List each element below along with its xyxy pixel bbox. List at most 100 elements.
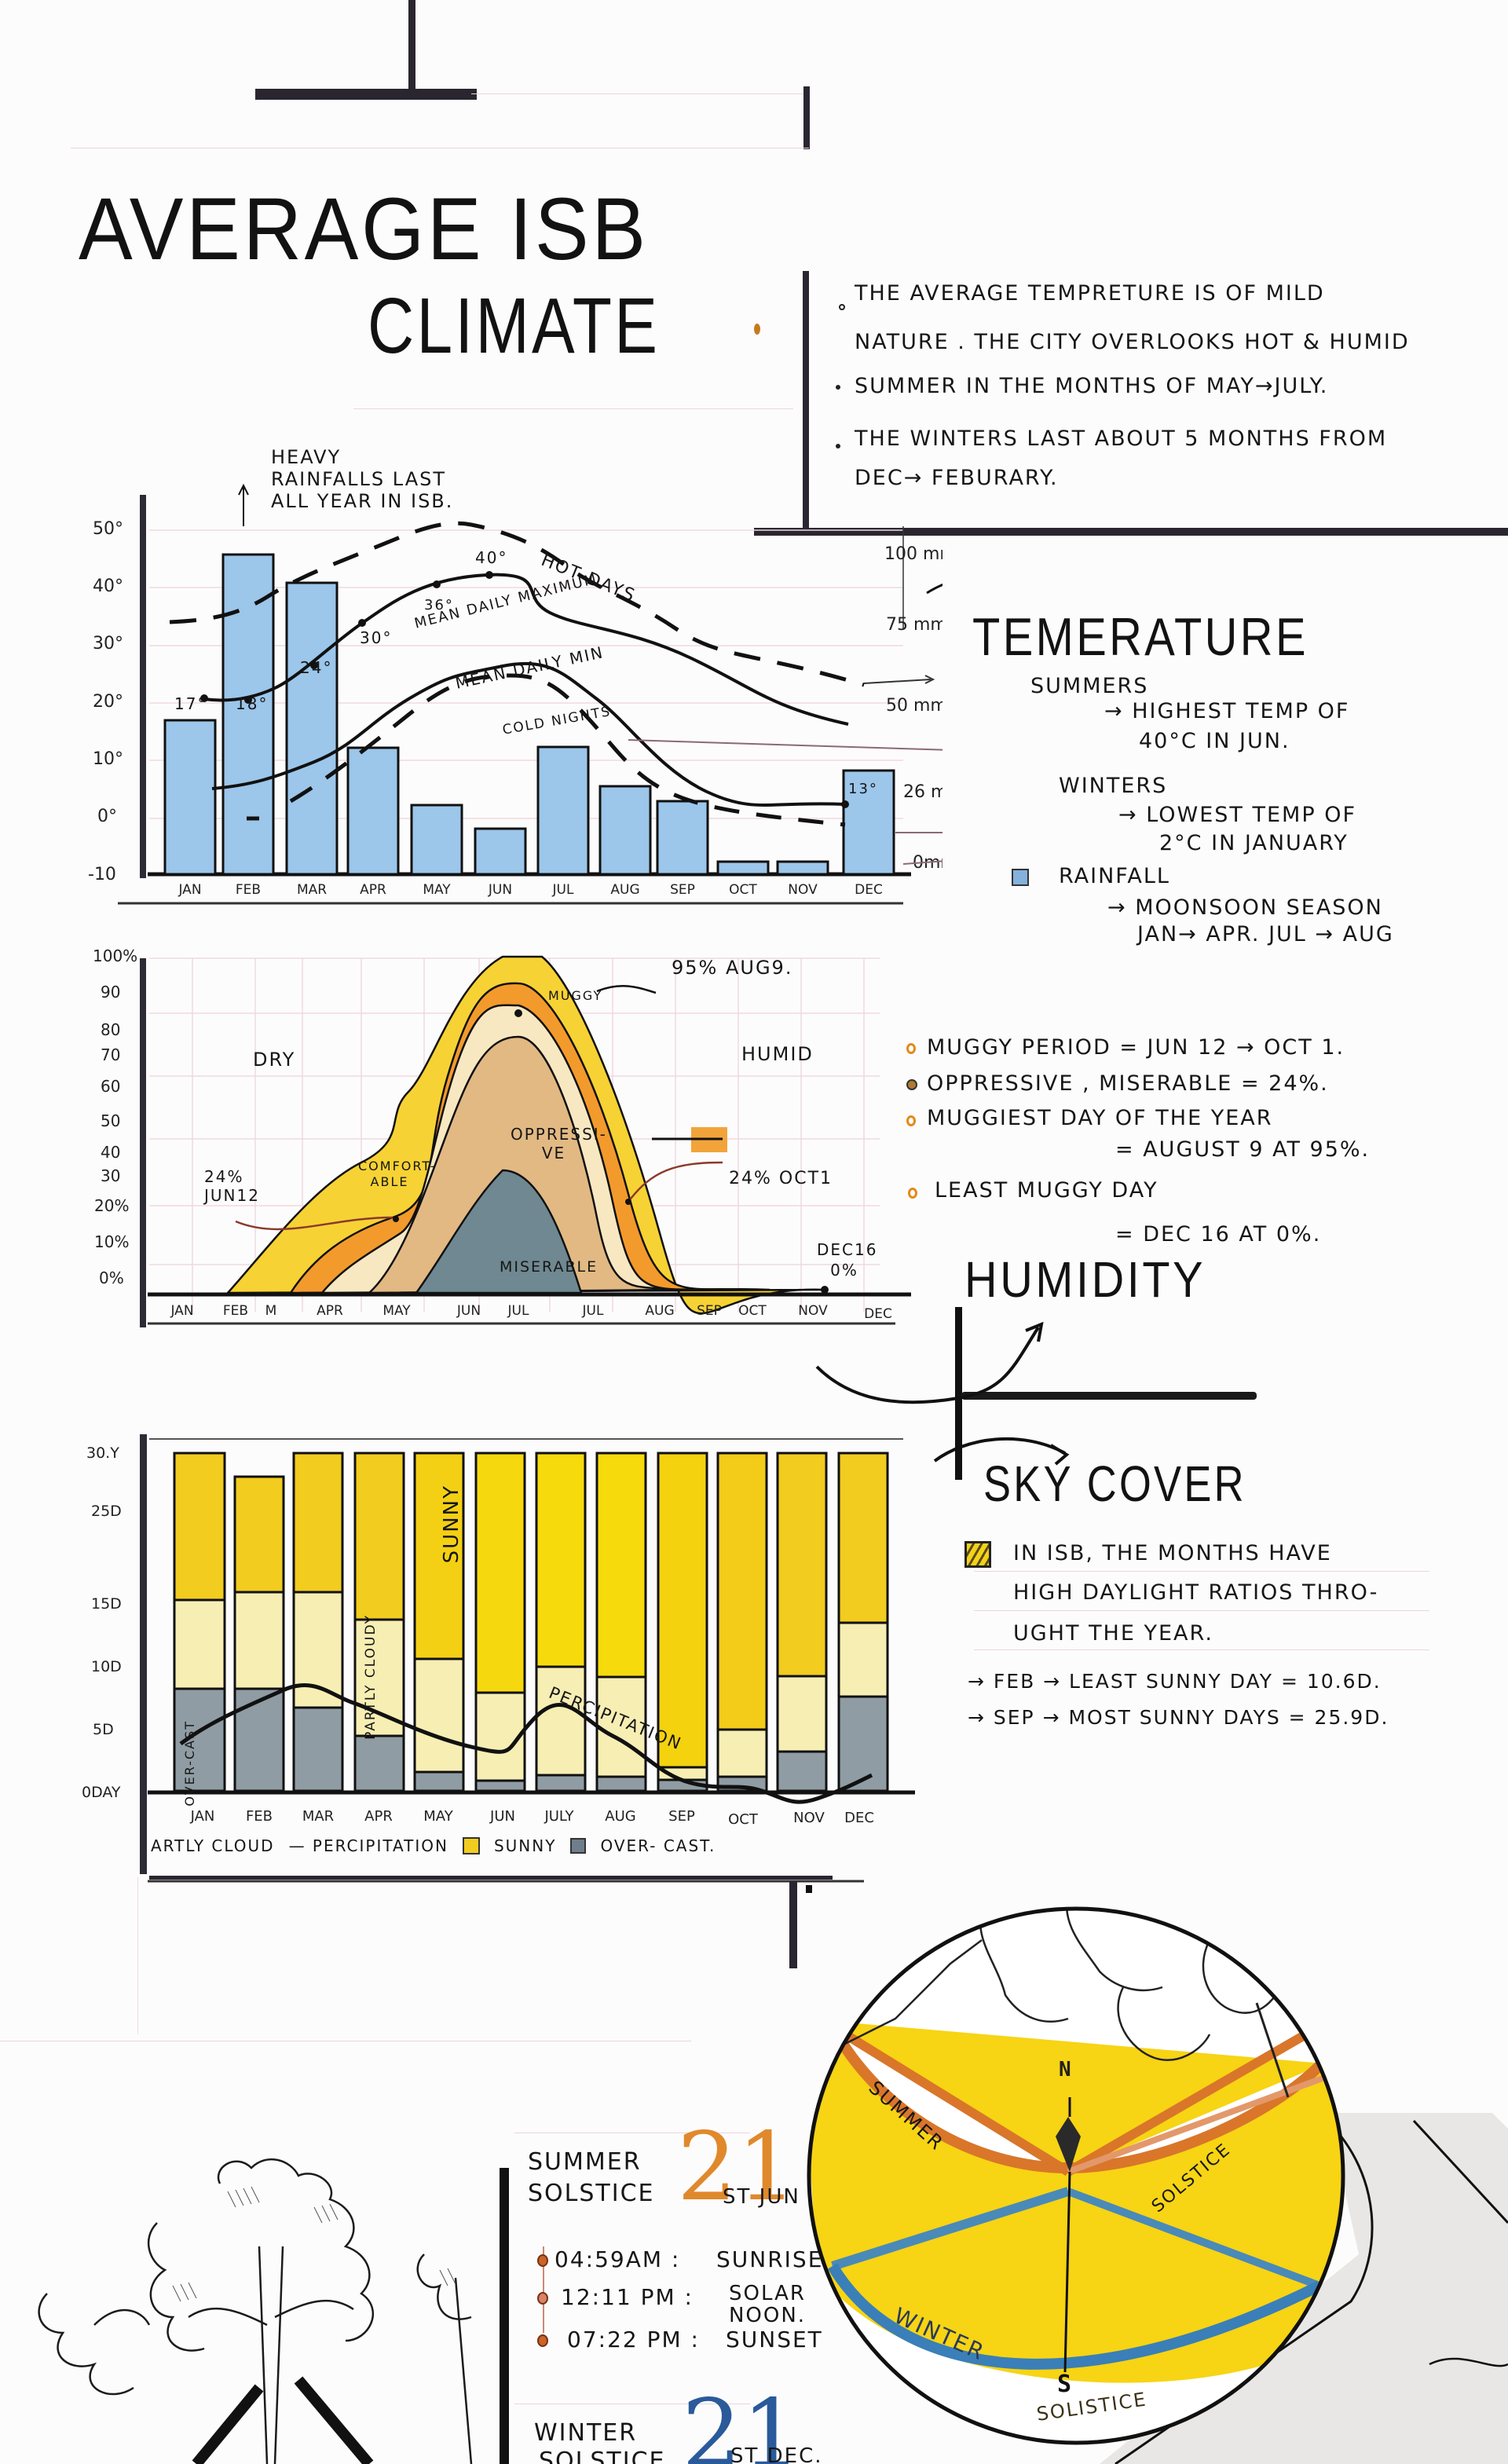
- bullet-icon: [836, 385, 840, 390]
- humidity-note-2: OPPRESSIVE , MISERABLE = 24%.: [927, 1071, 1329, 1096]
- bullet-least-icon: [908, 1188, 917, 1199]
- zone-label-humid: HUMID: [741, 1043, 814, 1065]
- inline-label-partly-cloudy: PARTLY CLOUDY: [363, 1614, 379, 1740]
- legend-partly-cloudy: ARTLY CLOUD: [151, 1836, 275, 1855]
- svg-text:AUG: AUG: [645, 1303, 674, 1319]
- svg-text:JULY: JULY: [544, 1808, 574, 1825]
- humidity-title: HUMIDITY: [964, 1251, 1206, 1308]
- callout-oct: 24% OCT1: [729, 1169, 833, 1188]
- svg-text:SEP: SEP: [697, 1303, 722, 1319]
- sun-path-diagram: N S SUMMER SOLSTICE WINTER SOLISTICE: [785, 1862, 1508, 2464]
- svg-text:30.Y: 30.Y: [86, 1444, 119, 1462]
- svg-text:SEP: SEP: [668, 1808, 695, 1825]
- rainfall-label: RAINFALL: [1059, 864, 1170, 888]
- svg-text:0°: 0°: [97, 807, 117, 826]
- sunrise-time: 04:59AM :: [555, 2246, 681, 2272]
- svg-text:MAY: MAY: [423, 1808, 453, 1825]
- summers-note-1: → HIGHEST TEMP OF: [1104, 699, 1350, 723]
- svg-text:90: 90: [101, 983, 120, 1001]
- summer-solstice-title-1: SUMMER: [528, 2148, 642, 2176]
- intro-divider: [803, 271, 809, 530]
- inline-label-overcast: OVER-CAST: [182, 1720, 197, 1807]
- svg-text:JUL: JUL: [507, 1303, 529, 1319]
- bullet-icon: [836, 444, 840, 448]
- svg-text:MAY: MAY: [382, 1303, 411, 1319]
- zone-label-comfortable: COMFORT-ABLE: [358, 1159, 437, 1189]
- winters-note-2: 2°C IN JANUARY: [1159, 831, 1349, 855]
- svg-text:JAN: JAN: [190, 1808, 215, 1825]
- svg-text:10°: 10°: [93, 749, 123, 769]
- summer-solstice-day: 21: [677, 2113, 797, 2222]
- intro-note-4: THE WINTERS LAST ABOUT 5 MONTHS FROM: [855, 427, 1388, 451]
- winter-solstice-month: st DEC.: [730, 2444, 823, 2464]
- bullet-muggy-icon: [906, 1043, 916, 1054]
- summer-solstice-title-2: SOLSTICE: [528, 2180, 655, 2207]
- temperature-chart: 50° 40° 30° 20° 10° 0° -10: [0, 440, 1025, 927]
- point-label-jan: 17°: [174, 694, 207, 713]
- winter-solstice-day: 21: [682, 2380, 802, 2464]
- humidity-note-6: = DEC 16 at 0%.: [1115, 1222, 1322, 1247]
- tree-sketch: [0, 2121, 518, 2464]
- bullet-oppressive-icon: [906, 1079, 917, 1090]
- intro-note-2: NATURE . THE CITY OVERLOOKS HOT & HUMID: [855, 330, 1410, 354]
- svg-text:JUN: JUN: [489, 1808, 515, 1825]
- svg-text:60: 60: [101, 1077, 120, 1096]
- winter-solstice-title-1: WINTER: [534, 2419, 638, 2447]
- svg-text:JAN: JAN: [178, 882, 201, 898]
- compass-south-label: S: [1057, 2371, 1072, 2398]
- svg-text:MAR: MAR: [302, 1808, 334, 1825]
- svg-text:30°: 30°: [93, 634, 123, 654]
- svg-text:JUN: JUN: [488, 882, 512, 898]
- callout-jun: 24% JUN12: [204, 1167, 260, 1205]
- svg-text:AUG: AUG: [605, 1808, 635, 1825]
- svg-text:-10: -10: [88, 865, 116, 884]
- rainfall-annotation: HEAVY RAINFALLS LAST ALL YEAR IN ISB.: [271, 446, 453, 512]
- svg-text:0%: 0%: [99, 1269, 124, 1287]
- sunset-time: 07:22 PM :: [567, 2327, 700, 2352]
- noon-label: SOLAR NOON.: [728, 2282, 807, 2327]
- svg-text:100 mm: 100 mm: [884, 544, 942, 564]
- svg-text:80: 80: [101, 1020, 120, 1039]
- zone-label-muggy: MUGGY: [548, 988, 603, 1003]
- page-title-line2: CLIMATE: [368, 282, 661, 370]
- frame-line-lower-vertical: [789, 1882, 797, 1968]
- compass-north-label: N: [1059, 2058, 1071, 2081]
- svg-text:DEC: DEC: [855, 882, 883, 898]
- sky-cover-chart: 30.Y 25D 15D 10D 5D 0DAY JAN FEB MAR APR…: [0, 1422, 942, 1899]
- timeline-dot-sunset: [537, 2334, 548, 2347]
- sky-note-5: → SEP → MOST SUNNY DAYS = 25.9D.: [968, 1706, 1389, 1729]
- svg-text:30: 30: [101, 1166, 120, 1185]
- svg-text:FEB: FEB: [223, 1303, 248, 1319]
- page-title: AVERAGE ISB: [79, 180, 649, 278]
- svg-text:JUL: JUL: [582, 1303, 604, 1319]
- svg-text:OCT: OCT: [728, 1811, 759, 1828]
- intro-note-3: SUMMER IN THE MONTHS OF MAY→JULY.: [855, 374, 1329, 398]
- svg-text:50°: 50°: [93, 519, 123, 539]
- frame-line-top-vertical: [408, 0, 415, 94]
- svg-text:40: 40: [101, 1143, 120, 1162]
- svg-text:SEP: SEP: [670, 882, 695, 898]
- svg-text:50 mm: 50 mm: [886, 696, 942, 716]
- svg-text:JUL: JUL: [552, 882, 574, 898]
- sky-note-3: UGHT THE YEAR.: [1013, 1621, 1213, 1646]
- sky-note-2: HIGH DAYLIGHT RATIOS THRO-: [1013, 1580, 1379, 1605]
- rainfall-note-1: → MOONSOON SEASON: [1107, 895, 1383, 920]
- svg-text:OCT: OCT: [738, 1303, 767, 1319]
- humidity-note-4: = AUGUST 9 at 95%.: [1115, 1137, 1371, 1162]
- legend-sunny: SUNNY: [493, 1836, 557, 1855]
- sunrise-label: SUNRISE: [716, 2246, 824, 2272]
- noon-time: 12:11 PM :: [561, 2284, 694, 2310]
- legend-overcast-swatch-icon: [570, 1838, 587, 1854]
- svg-text:20°: 20°: [93, 692, 123, 712]
- point-label-feb: 18°: [236, 694, 269, 713]
- timeline-line: [543, 2246, 544, 2333]
- humidity-note-1: MUGGY PERIOD = JUN 12 → OCT 1.: [927, 1035, 1345, 1060]
- rainfall-note-2: JAN→ APR. JUL → AUG: [1137, 922, 1394, 946]
- zone-label-dry: DRY: [253, 1049, 296, 1071]
- inline-label-sunny: SUNNY: [440, 1485, 463, 1564]
- svg-text:25D: 25D: [91, 1503, 122, 1520]
- humidity-note-3: MUGGIEST DAY OF THE YEAR: [927, 1106, 1273, 1130]
- intro-note-5: DEC→ FEBURARY.: [855, 466, 1059, 490]
- timeline-dot-noon: [537, 2292, 548, 2305]
- svg-text:JAN: JAN: [170, 1303, 193, 1319]
